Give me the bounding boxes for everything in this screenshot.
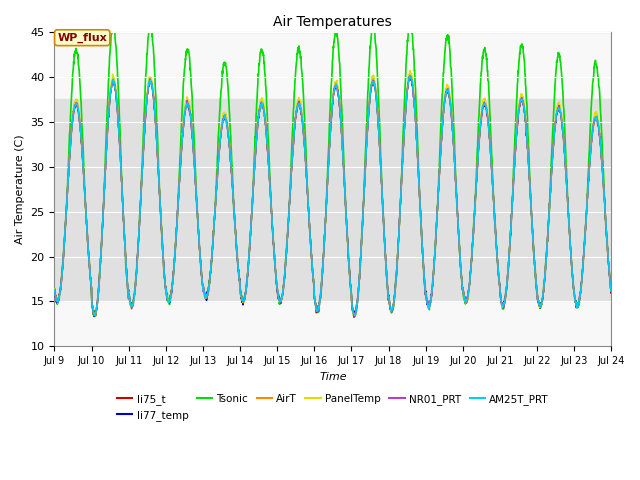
- PanelTemp: [79, 158, 86, 164]
- NR01_PRT: [351, 314, 358, 320]
- PanelTemp: [321, 224, 329, 230]
- AirT: [51, 285, 58, 291]
- NR01_PRT: [79, 158, 86, 164]
- li77_temp: [322, 217, 330, 223]
- Text: WP_flux: WP_flux: [58, 33, 107, 43]
- Tsonic: [51, 286, 58, 292]
- Title: Air Temperatures: Air Temperatures: [273, 15, 392, 29]
- AM25T_PRT: [592, 114, 600, 120]
- X-axis label: Time: Time: [319, 372, 347, 382]
- Line: AirT: AirT: [54, 76, 611, 316]
- Tsonic: [307, 237, 314, 243]
- AirT: [592, 115, 600, 120]
- Line: Tsonic: Tsonic: [54, 23, 611, 316]
- NR01_PRT: [51, 287, 58, 292]
- NR01_PRT: [490, 197, 497, 203]
- AM25T_PRT: [607, 287, 615, 292]
- AM25T_PRT: [322, 217, 330, 223]
- li75_t: [607, 287, 615, 292]
- li77_temp: [79, 159, 86, 165]
- Tsonic: [490, 193, 497, 199]
- li77_temp: [490, 195, 497, 201]
- li77_temp: [51, 288, 58, 294]
- li75_t: [307, 237, 314, 242]
- li75_t: [321, 223, 329, 228]
- Y-axis label: Air Temperature (C): Air Temperature (C): [15, 134, 25, 244]
- PanelTemp: [406, 68, 414, 73]
- Tsonic: [79, 138, 86, 144]
- NR01_PRT: [591, 114, 599, 120]
- PanelTemp: [592, 110, 600, 116]
- PanelTemp: [307, 238, 314, 244]
- AirT: [79, 157, 86, 163]
- PanelTemp: [607, 286, 615, 291]
- li77_temp: [591, 116, 599, 121]
- AirT: [321, 223, 329, 228]
- li75_t: [592, 114, 600, 120]
- Bar: [54, 99, 611, 301]
- AM25T_PRT: [307, 243, 314, 249]
- li77_temp: [592, 114, 600, 120]
- NR01_PRT: [307, 237, 314, 243]
- Tsonic: [351, 313, 358, 319]
- li75_t: [350, 314, 358, 320]
- li77_temp: [607, 287, 615, 293]
- Tsonic: [407, 20, 415, 26]
- AM25T_PRT: [79, 159, 86, 165]
- Tsonic: [592, 60, 600, 66]
- AirT: [307, 238, 314, 243]
- li77_temp: [307, 241, 314, 247]
- Tsonic: [591, 58, 599, 63]
- Line: li75_t: li75_t: [54, 75, 611, 317]
- NR01_PRT: [607, 288, 615, 294]
- Legend: li75_t, li77_temp, Tsonic, AirT, PanelTemp, NR01_PRT, AM25T_PRT: li75_t, li77_temp, Tsonic, AirT, PanelTe…: [113, 389, 553, 425]
- Tsonic: [321, 221, 329, 227]
- AM25T_PRT: [490, 194, 497, 200]
- AirT: [351, 313, 359, 319]
- li75_t: [490, 192, 497, 198]
- AirT: [490, 194, 497, 200]
- Tsonic: [607, 286, 615, 292]
- li75_t: [591, 114, 599, 120]
- PanelTemp: [490, 194, 497, 200]
- AirT: [607, 286, 615, 291]
- PanelTemp: [591, 110, 599, 116]
- AirT: [591, 117, 599, 122]
- li75_t: [51, 287, 58, 293]
- NR01_PRT: [406, 73, 413, 79]
- AirT: [406, 73, 414, 79]
- Line: NR01_PRT: NR01_PRT: [54, 76, 611, 317]
- Line: PanelTemp: PanelTemp: [54, 71, 611, 316]
- li75_t: [79, 158, 86, 164]
- PanelTemp: [351, 313, 358, 319]
- li77_temp: [90, 314, 98, 320]
- AM25T_PRT: [406, 73, 414, 79]
- AM25T_PRT: [91, 313, 99, 319]
- li77_temp: [406, 73, 413, 79]
- NR01_PRT: [592, 115, 600, 120]
- Line: li77_temp: li77_temp: [54, 76, 611, 317]
- AM25T_PRT: [591, 115, 599, 120]
- AM25T_PRT: [51, 287, 58, 292]
- PanelTemp: [51, 286, 58, 291]
- li75_t: [406, 72, 413, 78]
- Line: AM25T_PRT: AM25T_PRT: [54, 76, 611, 316]
- NR01_PRT: [321, 222, 329, 228]
